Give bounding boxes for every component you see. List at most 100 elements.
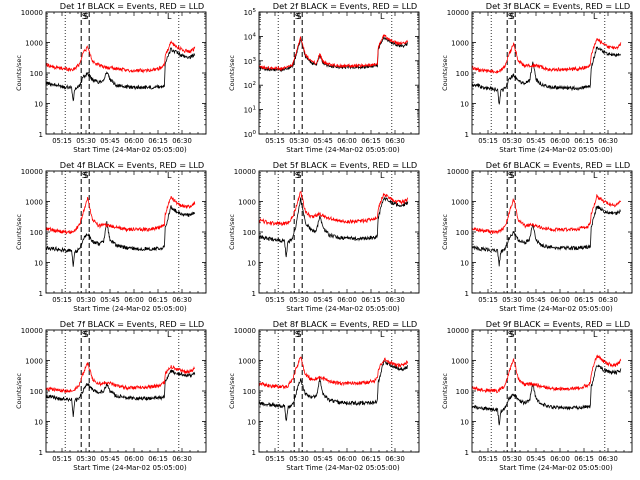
x-tick-label: 05:30 — [76, 137, 96, 145]
x-tick-label: 06:30 — [385, 455, 405, 463]
x-tick-label: 05:45 — [100, 455, 120, 463]
attenuator-state-label: S — [508, 12, 513, 21]
attenuator-state-label: L — [167, 330, 172, 339]
x-tick-label: 05:30 — [289, 296, 309, 304]
x-tick-label: 06:15 — [148, 137, 168, 145]
attenuator-state-label: S — [508, 330, 513, 339]
panel-title: Det 5f BLACK = Events, RED = LLD — [273, 160, 417, 170]
panel-title: Det 9f BLACK = Events, RED = LLD — [486, 319, 630, 329]
panel-title: Det 6f BLACK = Events, RED = LLD — [486, 160, 630, 170]
y-tick-label: 103 — [244, 57, 257, 66]
y-tick-label: 10000 — [447, 168, 469, 176]
series-line-lld — [471, 38, 622, 75]
y-tick-label: 10 — [460, 260, 469, 268]
series-line-events — [471, 46, 621, 105]
panel-title: Det 1f BLACK = Events, RED = LLD — [60, 1, 204, 11]
y-tick-label: 1 — [465, 131, 469, 139]
y-tick-label: 10000 — [447, 9, 469, 17]
y-tick-label: 100 — [243, 388, 256, 396]
y-tick-label: 1 — [39, 290, 43, 298]
series-line-events — [45, 47, 196, 102]
plot-frame — [471, 329, 633, 453]
detector-panel-8f: Det 8f BLACK = Events, RED = LLD 1 10 100 10… — [228, 319, 420, 472]
x-tick-label: 05:15 — [478, 455, 498, 463]
x-tick-label: 06:00 — [337, 137, 357, 145]
attenuator-state-label: S — [296, 330, 301, 339]
x-tick-label: 06:30 — [172, 296, 192, 304]
attenuator-state-label: L — [593, 12, 598, 21]
x-tick-label: 06:00 — [550, 296, 570, 304]
x-tick-label: 06:00 — [550, 455, 570, 463]
x-tick-label: 06:15 — [361, 137, 381, 145]
x-tick-label: 05:30 — [502, 296, 522, 304]
x-tick-label: 06:15 — [148, 296, 168, 304]
x-tick-label: 06:15 — [361, 455, 381, 463]
x-tick-label: 06:00 — [124, 296, 144, 304]
x-tick-label: 05:45 — [313, 137, 333, 145]
y-tick-label: 101 — [244, 106, 256, 115]
y-tick-label: 1000 — [25, 40, 43, 48]
x-tick-label: 05:30 — [289, 455, 309, 463]
detector-panel-5f: Det 5f BLACK = Events, RED = LLD 1 10 100 10… — [228, 160, 420, 313]
plot-frame — [45, 170, 207, 294]
series-line-lld — [471, 193, 622, 235]
series-line-events — [45, 205, 196, 267]
y-tick-label: 1 — [39, 131, 43, 139]
x-tick-label: 06:30 — [385, 296, 405, 304]
y-tick-label: 105 — [244, 8, 257, 17]
y-axis-label: Counts/sec — [441, 214, 449, 250]
x-tick-label: 05:15 — [52, 296, 72, 304]
y-axis-label: Counts/sec — [228, 55, 236, 91]
x-tick-label: 06:30 — [598, 296, 618, 304]
x-tick-label: 06:30 — [598, 455, 618, 463]
attenuator-state-label: L — [593, 330, 598, 339]
x-tick-label: 06:15 — [574, 455, 594, 463]
x-tick-label: 06:30 — [598, 137, 618, 145]
y-axis-label: Counts/sec — [441, 55, 449, 91]
detector-panel-3f: Det 3f BLACK = Events, RED = LLD 1 10 100 10… — [441, 1, 633, 154]
y-axis-label: Counts/sec — [228, 214, 236, 250]
x-tick-label: 05:30 — [502, 455, 522, 463]
y-tick-label: 1 — [465, 449, 469, 457]
x-tick-label: 06:00 — [124, 137, 144, 145]
x-axis-label: Start Time (24-Mar-02 05:05:00) — [499, 464, 613, 472]
attenuator-state-label: S — [295, 330, 300, 339]
x-axis-label: Start Time (24-Mar-02 05:05:00) — [286, 146, 400, 154]
y-tick-label: 1 — [39, 449, 43, 457]
panel-title: Det 8f BLACK = Events, RED = LLD — [273, 319, 417, 329]
y-tick-label: 100 — [456, 229, 469, 237]
plot-frame — [471, 11, 633, 135]
x-tick-label: 06:00 — [337, 455, 357, 463]
series-line-events — [45, 369, 196, 417]
x-tick-label: 06:30 — [385, 137, 405, 145]
series-line-lld — [45, 39, 196, 74]
panel-title: Det 7f BLACK = Events, RED = LLD — [60, 319, 204, 329]
x-tick-label: 06:15 — [361, 296, 381, 304]
y-tick-label: 100 — [244, 130, 257, 139]
series-line-events — [471, 205, 621, 267]
y-tick-label: 1000 — [451, 199, 469, 207]
attenuator-state-label: L — [167, 12, 172, 21]
panel-title: Det 4f BLACK = Events, RED = LLD — [60, 160, 204, 170]
plot-frame — [45, 329, 207, 453]
y-tick-label: 10000 — [234, 168, 256, 176]
x-tick-label: 06:30 — [172, 455, 192, 463]
y-tick-label: 10 — [460, 101, 469, 109]
x-tick-label: 05:45 — [313, 455, 333, 463]
y-axis-label: Counts/sec — [15, 55, 23, 91]
detector-panel-2f: Det 2f BLACK = Events, RED = LLD 100 101 10… — [228, 1, 420, 154]
plot-frame — [471, 170, 633, 294]
attenuator-state-label: S — [83, 330, 88, 339]
x-tick-label: 06:00 — [124, 455, 144, 463]
y-axis-label: Counts/sec — [15, 373, 23, 409]
attenuator-state-label: S — [83, 171, 88, 180]
attenuator-state-label: S — [508, 171, 513, 180]
x-tick-label: 05:30 — [502, 137, 522, 145]
series-line-events — [258, 359, 409, 422]
y-tick-label: 1000 — [451, 358, 469, 366]
x-axis-label: Start Time (24-Mar-02 05:05:00) — [286, 305, 400, 313]
series-line-lld — [258, 34, 409, 72]
detector-panel-4f: Det 4f BLACK = Events, RED = LLD 1 10 100 10… — [15, 160, 207, 313]
x-tick-label: 05:15 — [265, 455, 285, 463]
